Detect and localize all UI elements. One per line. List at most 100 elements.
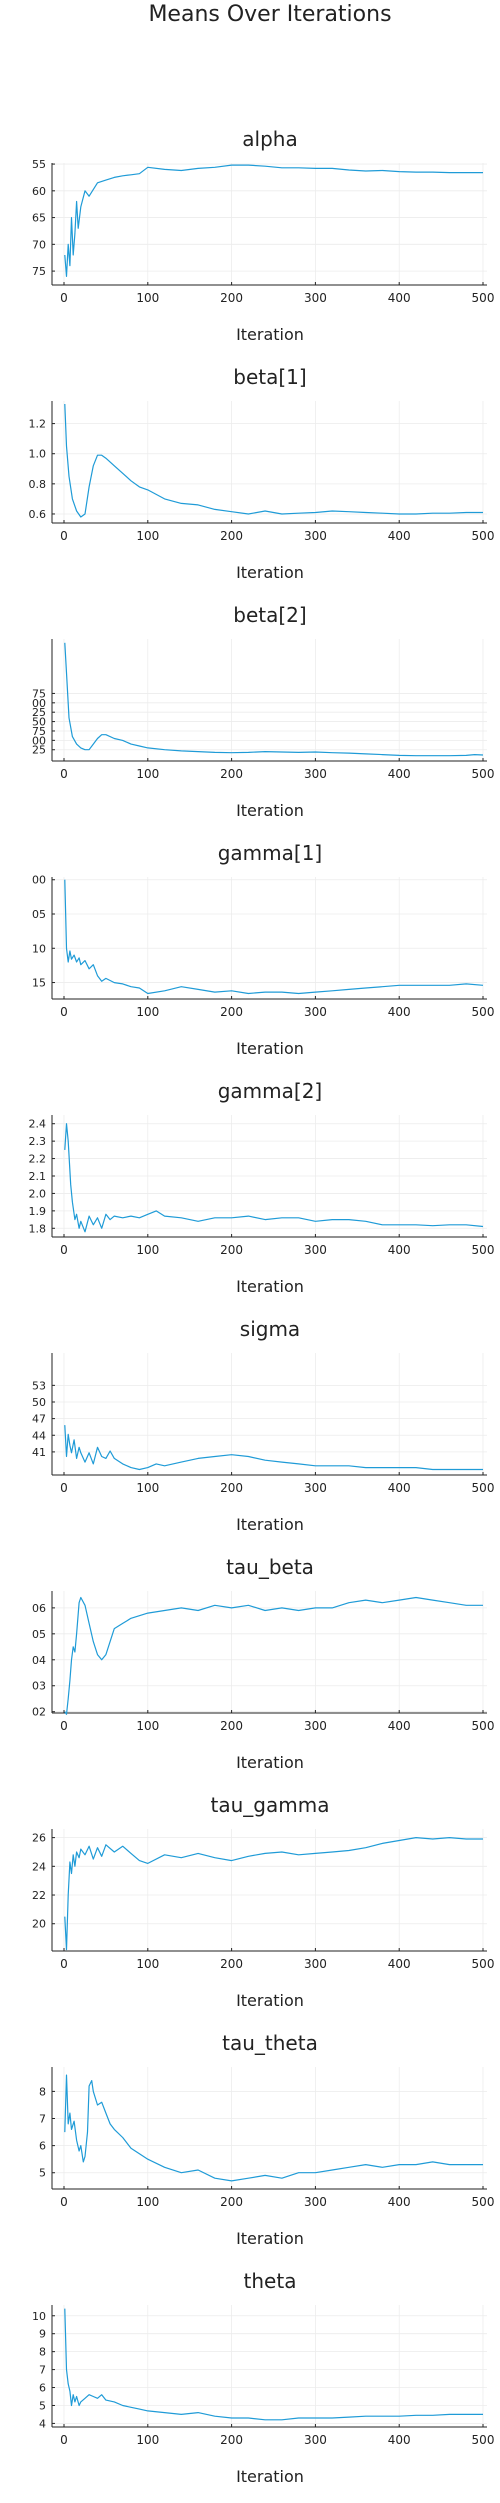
panel-title: tau_beta [226,1555,314,1579]
y-tick-label: 25 [32,744,46,757]
y-tick-label: 1.2 [29,418,47,431]
x-tick-label: 0 [60,529,68,543]
x-tick-label: 400 [388,767,411,781]
y-tick-label: 55 [32,158,46,171]
x-axis-label: Iteration [236,1991,304,2010]
x-tick-label: 400 [388,291,411,305]
x-tick-label: 200 [220,2195,243,2209]
y-tick-label: 06 [32,1602,46,1615]
y-tick-label: 9 [39,2328,46,2341]
panel-title: tau_gamma [211,1793,330,1817]
x-tick-label: 400 [388,2195,411,2209]
x-axis-label: Iteration [236,1515,304,1534]
x-tick-label: 100 [136,2195,159,2209]
y-tick-label: 2.4 [29,1118,47,1131]
x-tick-label: 100 [136,1957,159,1971]
x-tick-label: 500 [472,767,495,781]
y-tick-label: 25 [32,706,46,719]
x-tick-label: 200 [220,1957,243,1971]
x-axis-label: Iteration [236,1277,304,1296]
x-tick-label: 300 [304,2433,327,2447]
y-tick-label: 02 [32,1706,46,1719]
y-tick-label: 6 [39,2382,46,2395]
x-tick-label: 300 [304,1719,327,1733]
x-tick-label: 400 [388,2433,411,2447]
y-tick-label: 0.6 [29,508,47,521]
y-tick-label: 75 [32,725,46,738]
y-tick-label: 0.8 [29,478,47,491]
panel-title: gamma[2] [218,1079,323,1103]
y-tick-label: 10 [32,942,46,955]
x-tick-label: 0 [60,291,68,305]
x-tick-label: 300 [304,1481,327,1495]
page-title: Means Over Iterations [148,2,391,27]
series-line [64,1123,484,1233]
y-tick-label: 7 [39,2364,46,2377]
x-tick-label: 200 [220,767,243,781]
y-tick-label: 00 [32,697,46,710]
y-tick-label: 50 [32,716,46,729]
x-tick-label: 500 [472,1481,495,1495]
x-tick-label: 300 [304,1243,327,1257]
x-tick-label: 500 [472,2195,495,2209]
y-tick-label: 04 [32,1654,46,1667]
x-tick-label: 300 [304,291,327,305]
x-axis-label: Iteration [236,1039,304,1058]
y-tick-label: 2.0 [29,1187,47,1200]
x-tick-label: 400 [388,1005,411,1019]
series-line [64,164,483,277]
x-tick-label: 500 [472,1719,495,1733]
panel-title: tau_theta [222,2031,318,2055]
y-tick-label: 50 [32,1396,46,1409]
series-line [64,879,484,995]
y-tick-label: 41 [32,1446,46,1459]
x-tick-label: 400 [388,529,411,543]
x-tick-label: 300 [304,1005,327,1019]
y-tick-label: 00 [32,874,46,887]
series-line [64,642,484,757]
x-tick-label: 300 [304,529,327,543]
x-tick-label: 400 [388,1719,411,1733]
x-tick-label: 100 [136,529,159,543]
chart-panel-tau-beta: tau_beta 0 100 200 300 400 500 02 03 04 05 06 Iterat… [32,1555,494,1772]
x-tick-label: 0 [60,1243,68,1257]
y-tick-label: 2.3 [29,1135,47,1148]
y-tick-label: 53 [32,1379,46,1392]
x-tick-label: 100 [136,767,159,781]
panel-title: beta[2] [233,603,306,627]
x-tick-label: 300 [304,767,327,781]
y-tick-label: 2.2 [29,1153,47,1166]
y-tick-label: 22 [32,1889,46,1902]
y-tick-label: 47 [32,1413,46,1426]
y-tick-label: 26 [32,1832,46,1845]
chart-panel-alpha: alpha 0 100 200 300 400 500 75 70 65 60 55 Iteration [32,127,494,344]
panel-title: theta [244,2269,297,2293]
x-tick-label: 500 [472,1957,495,1971]
y-tick-label: 24 [32,1860,46,1873]
x-tick-label: 200 [220,2433,243,2447]
y-tick-label: 4 [39,2417,46,2430]
x-tick-label: 200 [220,1005,243,1019]
y-tick-label: 44 [32,1429,46,1442]
panel-title: sigma [240,1317,300,1341]
x-tick-label: 400 [388,1481,411,1495]
x-tick-label: 500 [472,1243,495,1257]
series-line [64,1425,483,1471]
x-tick-label: 200 [220,1481,243,1495]
chart-panel-tau-gamma: tau_gamma 0 100 200 300 400 500 20 22 24 26 Iterati… [32,1793,494,2010]
y-tick-label: 70 [32,238,46,251]
y-tick-label: 60 [32,185,46,198]
x-tick-label: 500 [472,1005,495,1019]
x-tick-label: 500 [472,529,495,543]
x-tick-label: 100 [136,1481,159,1495]
chart-panel-beta-2-: beta[2]0 100 200 300 400 50025007550250075Ite… [32,603,494,820]
x-tick-label: 0 [60,1005,68,1019]
x-tick-label: 500 [472,2433,495,2447]
y-tick-label: 8 [39,2085,46,2098]
x-tick-label: 100 [136,1243,159,1257]
x-tick-label: 200 [220,291,243,305]
x-tick-label: 0 [60,1719,68,1733]
chart-panel-theta: theta 0 100 200 300 400 500 4 5 6 7 8 9 10 Iteration [32,2269,494,2486]
x-tick-label: 400 [388,1243,411,1257]
